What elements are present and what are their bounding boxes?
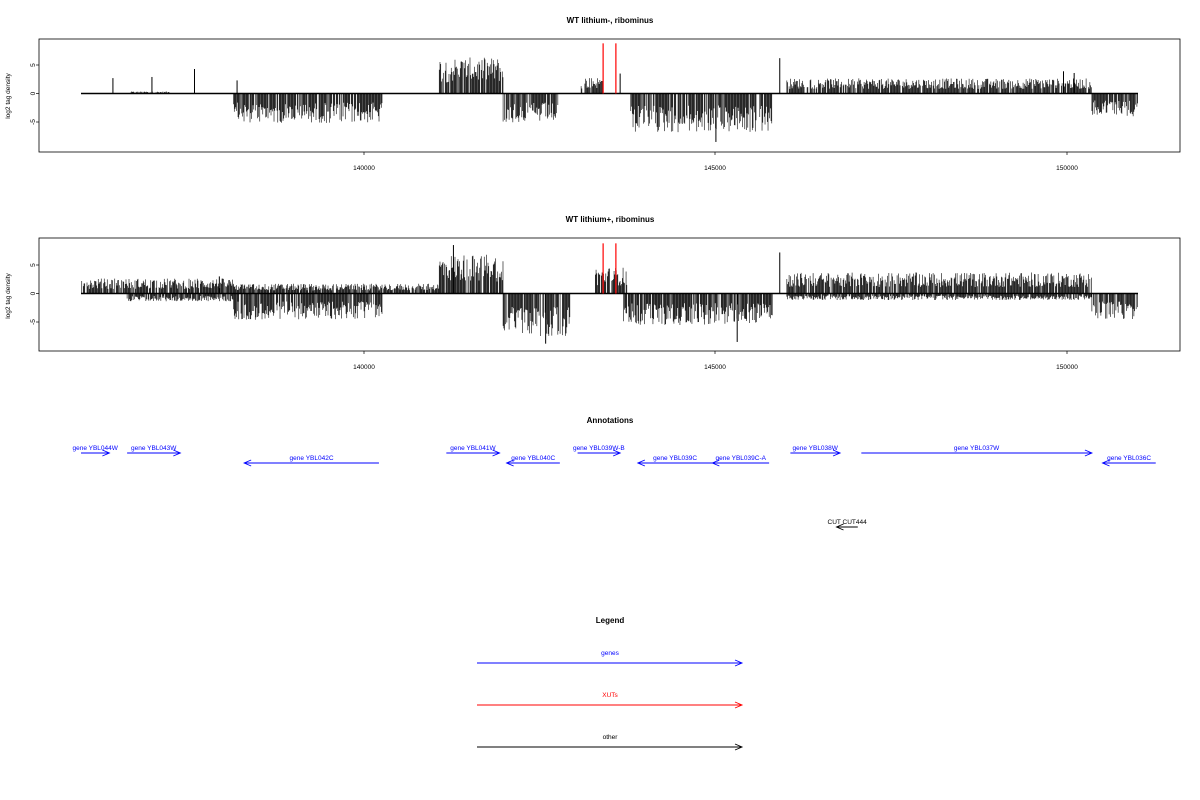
gene-label: gene YBL039W-B <box>573 445 625 452</box>
x-tick-label-150000: 150000 <box>1056 165 1078 172</box>
other-arrow-head <box>835 523 844 531</box>
y-tick-label-0: 0 <box>30 291 37 295</box>
plot-panel-lithium-plus: WT lithium+, ribominus log2 tag density … <box>5 215 1181 371</box>
gene-arrow-head <box>832 449 842 457</box>
gene-arrow-head <box>1084 449 1094 457</box>
x-tick-label-140000: 140000 <box>353 364 375 371</box>
gene-label: gene YBL041W <box>450 445 496 452</box>
legend-arrowhead <box>734 701 744 709</box>
x-tick-label-150000: 150000 <box>1056 364 1078 371</box>
y-axis-label: log2 tag density <box>5 272 12 318</box>
gene-arrow-head <box>102 449 111 457</box>
density-bars <box>81 254 1138 336</box>
gene-label: gene YBL040C <box>511 455 555 462</box>
density-bar-group <box>130 57 1138 133</box>
annotations-track: Annotations gene YBL044W gene YBL043W gene… <box>72 416 1156 531</box>
gene-label: gene YBL039C <box>653 455 697 462</box>
x-tick-label-140000: 140000 <box>353 165 375 172</box>
gene-arrow-head <box>492 449 501 457</box>
xut-markers <box>602 243 617 294</box>
legend-label: XUTs <box>602 692 618 699</box>
gene-label: gene YBL036C <box>1107 455 1151 462</box>
x-tick-label-145000: 145000 <box>704 165 726 172</box>
legend-label: genes <box>601 650 619 657</box>
gene-label: gene YBL044W <box>72 445 118 452</box>
plot-title: WT lithium-, ribominus <box>567 16 654 25</box>
density-bars <box>130 57 1138 133</box>
legend-title: Legend <box>596 616 625 625</box>
plot-title: WT lithium+, ribominus <box>566 215 655 224</box>
y-axis-label: log2 tag density <box>5 72 12 118</box>
legend-arrowhead <box>734 659 744 667</box>
y-tick-label-5: 5 <box>30 63 37 67</box>
other-label: CUT CUT444 <box>828 519 868 526</box>
gene-label: gene YBL039C-A <box>715 455 766 462</box>
y-tick-label-0: 0 <box>30 91 37 95</box>
legend-label: other <box>603 734 619 741</box>
plot-panel-lithium-minus: WT lithium-, ribominus log2 tag density … <box>5 16 1181 172</box>
annotations-title: Annotations <box>587 416 634 425</box>
gene-arrow-head <box>505 459 514 467</box>
xut-markers <box>602 43 617 94</box>
gene-arrow-head <box>612 449 622 457</box>
plot-frame <box>38 237 1181 352</box>
legend: Legend genes XUTs other <box>477 616 744 751</box>
gene-label: gene YBL043W <box>131 445 177 452</box>
gene-arrow-head <box>636 459 646 467</box>
density-spikes <box>112 58 1075 142</box>
gene-label: gene YBL037W <box>954 445 1000 452</box>
plot-frame <box>38 38 1181 153</box>
y-tick-label-5: 5 <box>30 263 37 267</box>
gene-label: gene YBL038W <box>793 445 839 452</box>
density-bar-group <box>81 254 1138 336</box>
gene-arrow-head <box>243 459 252 467</box>
y-tick-label-minus5: -5 <box>30 119 37 125</box>
gene-label: gene YBL042C <box>290 455 334 462</box>
gene-arrow-head <box>173 449 182 457</box>
y-tick-label-minus5: -5 <box>30 319 37 325</box>
gene-arrow-head <box>1101 459 1110 467</box>
x-tick-label-145000: 145000 <box>704 364 726 371</box>
gene-arrow-head <box>711 459 720 467</box>
density-spikes <box>218 245 781 344</box>
legend-arrowhead <box>734 743 744 751</box>
